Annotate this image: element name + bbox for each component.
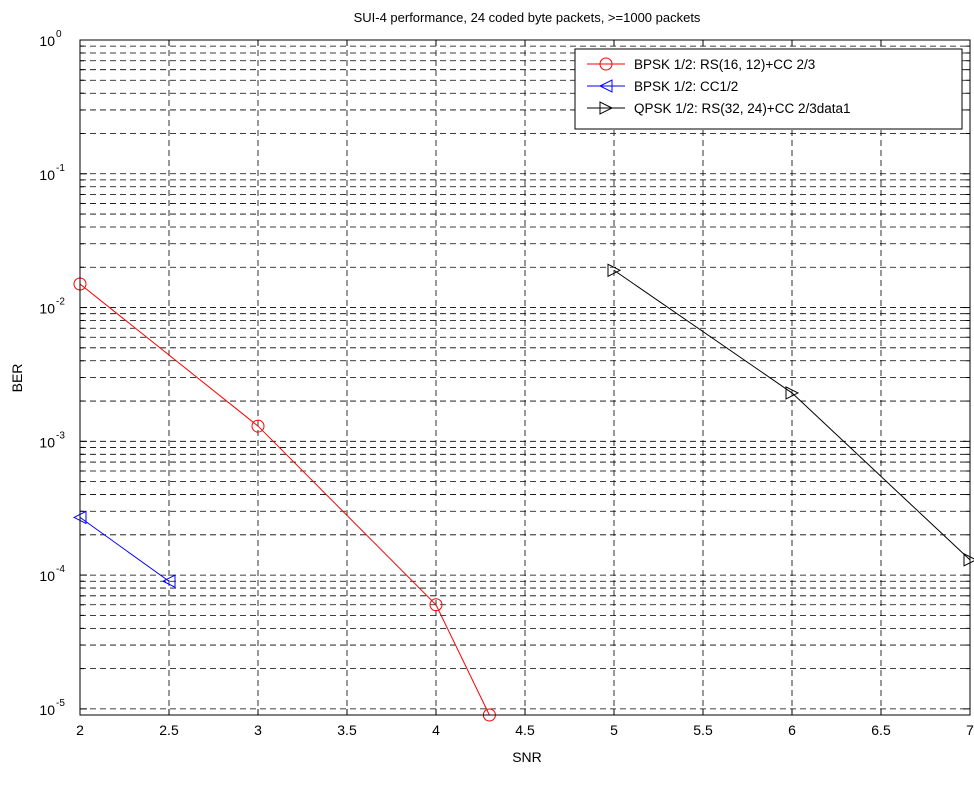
y-tick-label: 10 xyxy=(39,434,55,450)
x-axis-label: SNR xyxy=(512,749,542,765)
y-tick-label: 10 xyxy=(39,33,55,49)
x-tick-label: 5.5 xyxy=(693,722,713,738)
data-point-triangle-right xyxy=(607,263,622,278)
y-tick-exponent: -3 xyxy=(56,430,65,441)
x-tick-label: 3.5 xyxy=(337,722,357,738)
legend-label: BPSK 1/2: CC1/2 xyxy=(634,79,738,94)
x-tick-label: 2.5 xyxy=(159,722,179,738)
series-line xyxy=(79,516,170,582)
data-point-circle xyxy=(429,598,443,612)
data-point-triangle-left xyxy=(161,574,176,589)
x-tick-label: 6.5 xyxy=(871,722,891,738)
legend-swatch-marker xyxy=(598,79,613,93)
x-tick-label: 5 xyxy=(610,722,618,738)
x-tick-label: 6 xyxy=(788,722,796,738)
legend: BPSK 1/2: RS(16, 12)+CC 2/3 BPSK 1/2: CC1… xyxy=(574,48,963,130)
y-tick-exponent: 0 xyxy=(56,29,62,40)
y-tick-exponent: -1 xyxy=(56,163,65,174)
series-layer xyxy=(72,263,974,722)
y-tick-label: 10 xyxy=(39,702,55,718)
legend-box xyxy=(574,48,963,130)
y-axis-label: BER xyxy=(9,364,25,393)
legend-swatch-marker xyxy=(599,57,613,71)
x-tick-label: 4 xyxy=(432,722,440,738)
legend-label: BPSK 1/2: RS(16, 12)+CC 2/3 xyxy=(634,57,815,72)
chart-title: SUI-4 performance, 24 coded byte packets… xyxy=(354,10,701,25)
y-tick-label: 10 xyxy=(39,301,55,317)
legend-item: BPSK 1/2: RS(16, 12)+CC 2/3 xyxy=(587,57,815,72)
series-line xyxy=(79,283,490,716)
x-tick-label: 7 xyxy=(966,722,974,738)
legend-item: QPSK 1/2: RS(32, 24)+CC 2/3data1 xyxy=(587,101,851,116)
legend-swatch-marker xyxy=(599,101,614,115)
x-tick-label: 2 xyxy=(76,722,84,738)
y-tick-exponent: -4 xyxy=(56,564,65,575)
y-tick-exponent: -5 xyxy=(56,698,65,709)
y-tick-exponent: -2 xyxy=(56,297,65,308)
data-point-triangle-right xyxy=(785,386,800,400)
y-tick-label: 10 xyxy=(39,568,55,584)
y-tick-label: 10 xyxy=(39,167,55,183)
x-axis-tick-labels: 2 2.5 3 3.5 4 4.5 5 5.5 6 6.5 7 xyxy=(76,722,974,738)
legend-label: QPSK 1/2: RS(32, 24)+CC 2/3data1 xyxy=(634,101,851,116)
x-tick-label: 3 xyxy=(254,722,262,738)
x-tick-label: 4.5 xyxy=(515,722,535,738)
data-point-circle xyxy=(251,419,265,433)
series-line xyxy=(613,269,971,561)
axis-ticks xyxy=(79,39,971,716)
legend-item: BPSK 1/2: CC1/2 xyxy=(587,79,738,94)
